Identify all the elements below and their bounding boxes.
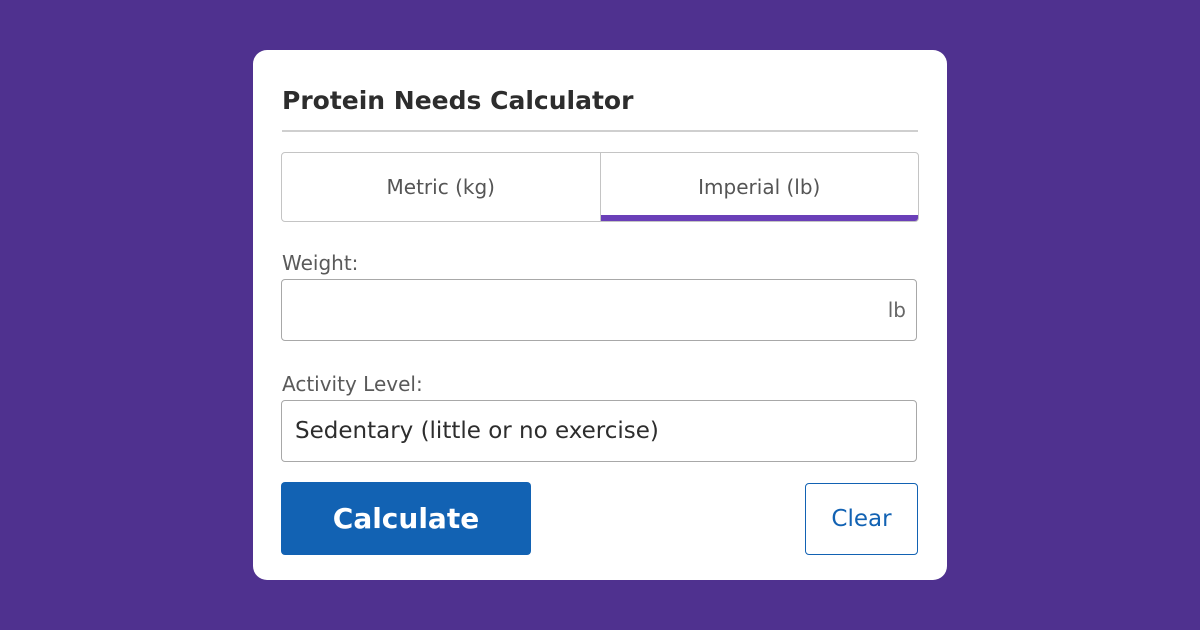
weight-field-wrapper: lb xyxy=(281,279,917,341)
calculate-button[interactable]: Calculate xyxy=(281,482,531,555)
tab-imperial[interactable]: Imperial (lb) xyxy=(599,153,919,221)
title-divider xyxy=(282,130,918,132)
unit-tabs: Metric (kg) Imperial (lb) xyxy=(281,152,919,222)
calculator-card: Protein Needs Calculator Metric (kg) Imp… xyxy=(253,50,947,580)
weight-unit: lb xyxy=(887,298,906,322)
activity-label: Activity Level: xyxy=(282,372,423,396)
activity-selected-value: Sedentary (little or no exercise) xyxy=(295,418,659,444)
tab-metric[interactable]: Metric (kg) xyxy=(386,175,495,199)
clear-button[interactable]: Clear xyxy=(805,483,918,555)
weight-label: Weight: xyxy=(282,251,359,275)
weight-input[interactable] xyxy=(282,280,870,340)
page-title: Protein Needs Calculator xyxy=(282,86,634,115)
activity-level-select[interactable]: Sedentary (little or no exercise) xyxy=(281,400,917,462)
